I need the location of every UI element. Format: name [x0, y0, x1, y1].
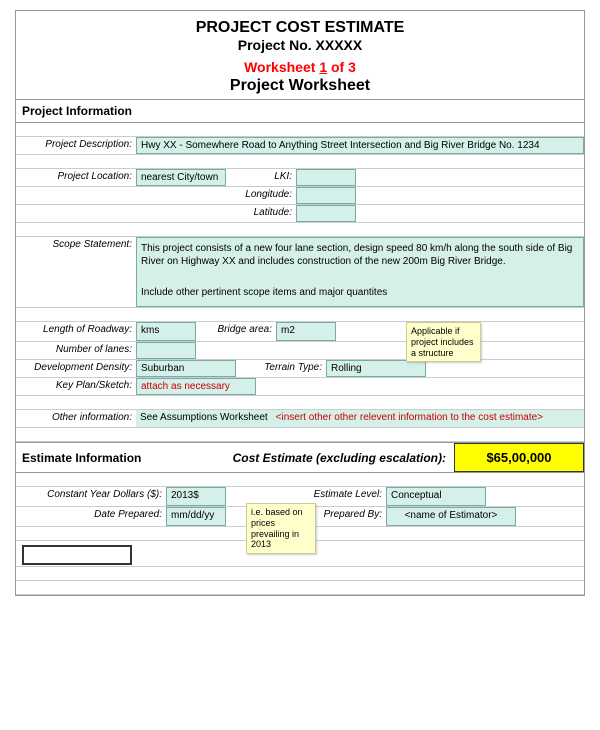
field-scope[interactable]: This project consists of a new four lane…: [136, 237, 584, 307]
field-cydollars[interactable]: 2013$: [166, 487, 226, 506]
cost-estimate-value: $65,00,000: [454, 443, 584, 472]
field-prepby[interactable]: <name of Estimator>: [386, 507, 516, 526]
main-title: PROJECT COST ESTIMATE: [16, 19, 584, 37]
cost-estimate-label: Cost Estimate (excluding escalation):: [166, 445, 454, 471]
worksheet: PROJECT COST ESTIMATE Project No. XXXXX …: [15, 10, 585, 596]
section-estimate-info: Estimate Information Cost Estimate (excl…: [16, 442, 584, 473]
estimate-info-label: Estimate Information: [16, 445, 166, 471]
section-project-info: Project Information: [16, 99, 584, 123]
subtitle: Project Worksheet: [16, 77, 584, 95]
label-length: Length of Roadway:: [16, 322, 136, 341]
label-cydollars: Constant Year Dollars ($):: [16, 487, 166, 506]
label-lanes: Number of lanes:: [16, 342, 136, 359]
label-other: Other information:: [16, 410, 136, 427]
label-latitude: Latitude:: [226, 205, 296, 222]
project-number: Project No. XXXXX: [16, 37, 584, 53]
field-keyplan[interactable]: attach as necessary: [136, 378, 256, 395]
label-scope: Scope Statement:: [16, 237, 136, 307]
field-length[interactable]: kms: [136, 322, 196, 341]
field-lki[interactable]: [296, 169, 356, 186]
label-density: Development Density:: [16, 360, 136, 377]
field-other[interactable]: See Assumptions Worksheet <insert other …: [136, 410, 584, 427]
title-block: PROJECT COST ESTIMATE Project No. XXXXX …: [16, 11, 584, 99]
field-lanes[interactable]: [136, 342, 196, 359]
selection-box[interactable]: [22, 545, 132, 565]
field-location[interactable]: nearest City/town: [136, 169, 226, 186]
label-lki: LKI:: [226, 169, 296, 186]
label-location: Project Location:: [16, 169, 136, 186]
estimate-grid: Constant Year Dollars ($): 2013$ Estimat…: [16, 473, 584, 595]
label-dateprep: Date Prepared:: [16, 507, 166, 526]
field-density[interactable]: Suburban: [136, 360, 236, 377]
label-bridge: Bridge area:: [196, 322, 276, 341]
field-longitude[interactable]: [296, 187, 356, 204]
label-keyplan: Key Plan/Sketch:: [16, 378, 136, 395]
field-description[interactable]: Hwy XX - Somewhere Road to Anything Stre…: [136, 137, 584, 154]
field-dateprep[interactable]: mm/dd/yy: [166, 507, 226, 526]
label-description: Project Description:: [16, 137, 136, 154]
field-estlevel[interactable]: Conceptual: [386, 487, 486, 506]
field-terrain[interactable]: Rolling: [326, 360, 426, 377]
label-terrain: Terrain Type:: [236, 360, 326, 377]
note-bridge: Applicable if project includes a structu…: [406, 322, 481, 362]
label-longitude: Longitude:: [226, 187, 296, 204]
note-cy: i.e. based on prices prevailing in 2013: [246, 503, 316, 554]
field-bridge[interactable]: m2: [276, 322, 336, 341]
field-latitude[interactable]: [296, 205, 356, 222]
worksheet-indicator: Worksheet 1 of 3: [16, 59, 584, 75]
project-info-grid: Project Description: Hwy XX - Somewhere …: [16, 123, 584, 442]
